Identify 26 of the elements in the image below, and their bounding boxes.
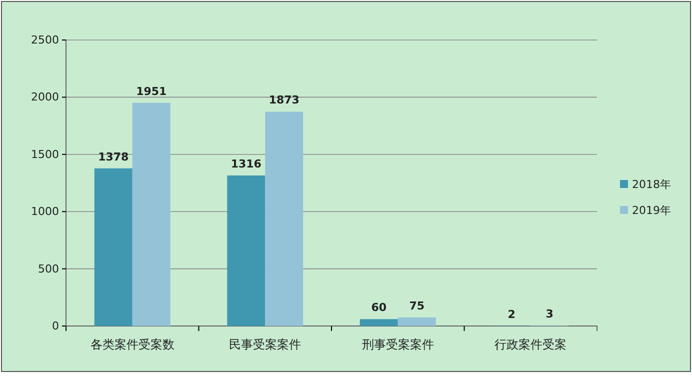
x-tick-label: 行政案件受案 xyxy=(494,337,567,352)
bar xyxy=(132,102,170,326)
data-label: 60 xyxy=(371,301,387,314)
bar xyxy=(265,112,304,326)
y-tick-label: 1500 xyxy=(31,148,59,161)
y-tick-label: 1000 xyxy=(31,205,59,218)
data-label: 1951 xyxy=(136,84,167,98)
y-tick-label: 500 xyxy=(38,262,59,276)
data-label: 1873 xyxy=(268,94,300,107)
y-tick-label: 0 xyxy=(52,320,59,333)
bar xyxy=(94,168,132,326)
x-tick-label: 各类案件受案数 xyxy=(90,337,174,352)
data-label: 1316 xyxy=(230,157,262,170)
bar xyxy=(227,175,266,326)
x-tick-label: 刑事受案案件 xyxy=(362,337,434,352)
legend-label: 2018年 xyxy=(632,178,671,191)
y-tick-label: 2500 xyxy=(31,34,59,47)
data-label: 3 xyxy=(546,308,554,321)
bar xyxy=(398,317,436,326)
y-tick-label: 2000 xyxy=(31,90,59,104)
data-label: 1378 xyxy=(98,150,129,164)
bar xyxy=(360,319,398,326)
legend-label: 2019年 xyxy=(632,204,671,217)
data-label: 2 xyxy=(508,308,516,321)
data-label: 75 xyxy=(409,299,425,312)
x-tick-label: 民事受案案件 xyxy=(229,337,302,352)
